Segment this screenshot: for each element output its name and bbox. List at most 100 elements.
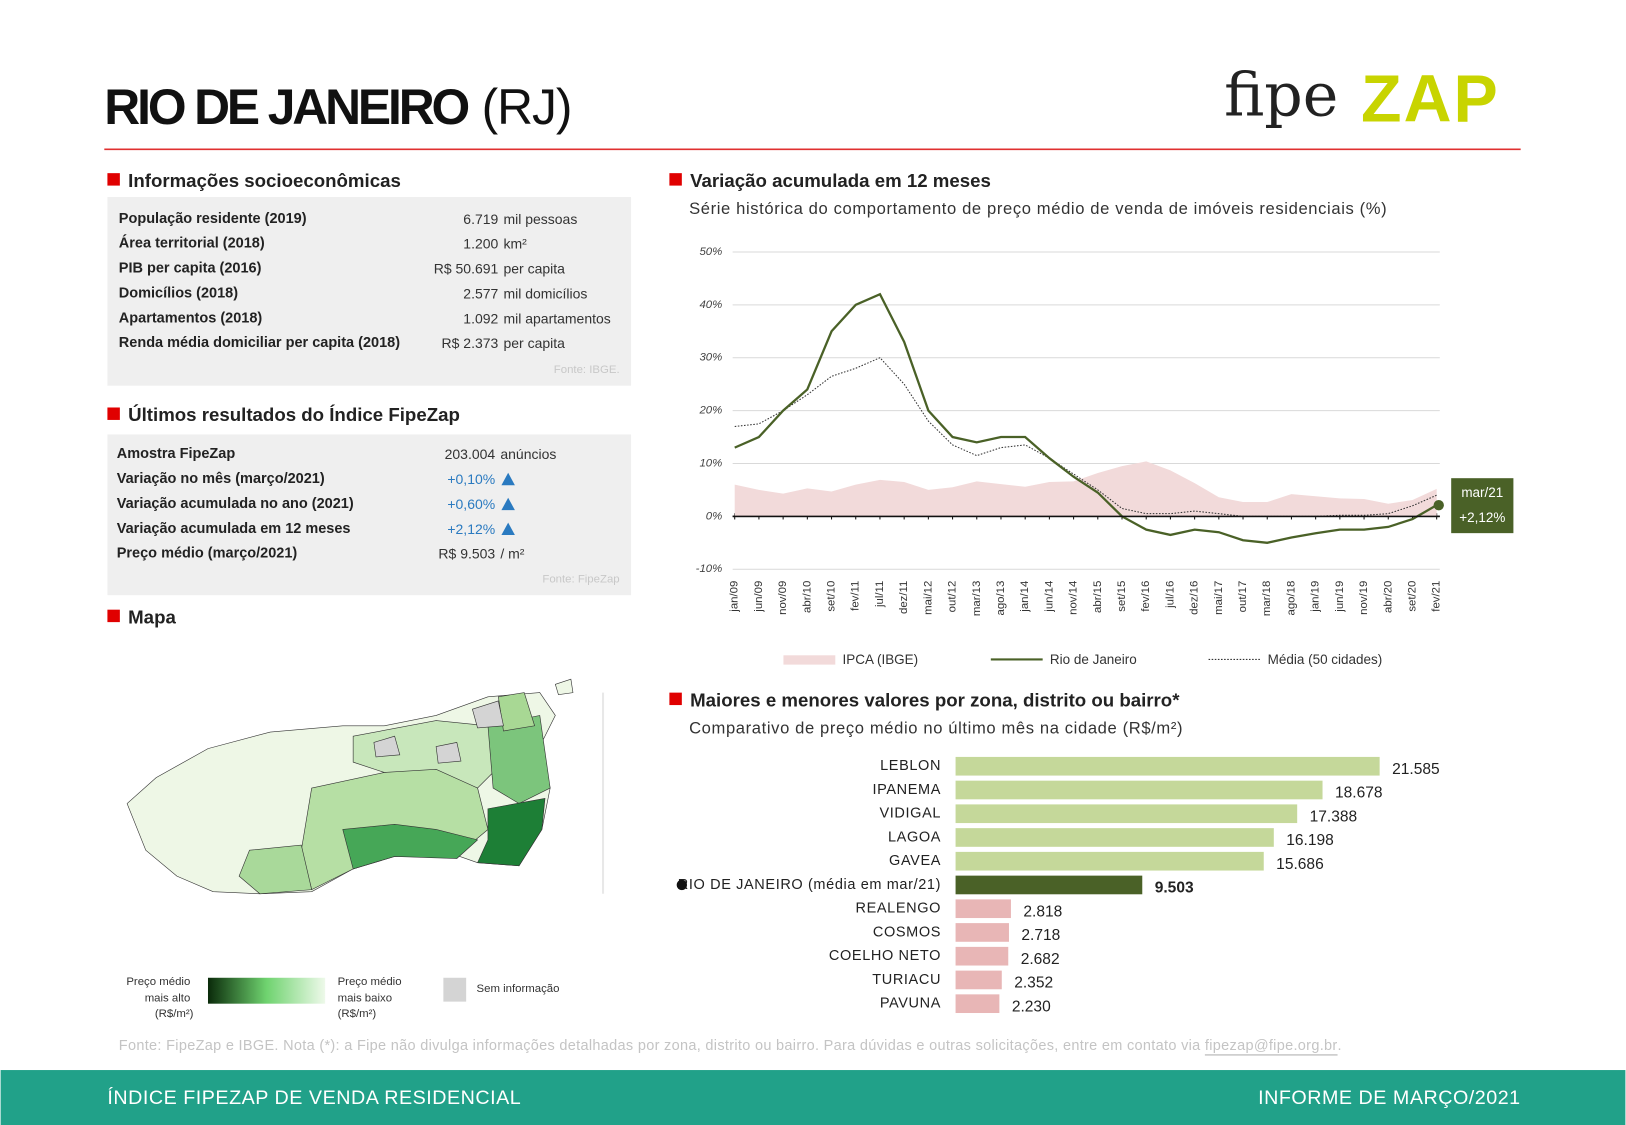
row-label: Variação acumulada em 12 meses: [117, 521, 351, 537]
row-unit: anúncios: [500, 446, 556, 462]
y-tick-label: 10%: [699, 457, 722, 469]
row-value: +2,12%: [447, 521, 495, 537]
map-region: [477, 798, 546, 867]
category-label: LEBLON: [880, 758, 941, 774]
bar: [955, 970, 1002, 990]
footer-note: Fonte: FipeZap e IBGE. Nota (*): a Fipe …: [119, 1038, 1342, 1054]
category-label: GAVEA: [889, 853, 941, 869]
bar: [955, 923, 1009, 942]
section-marker: [669, 173, 682, 186]
info-box: [107, 434, 632, 596]
y-tick-label: 20%: [698, 405, 722, 417]
bottom-right: INFORME DE MARÇO/2021: [1258, 1087, 1520, 1109]
trend-arrow: [501, 497, 515, 511]
x-tick-label: fev/21: [1431, 581, 1443, 612]
row-unit: mil domicílios: [503, 285, 587, 301]
value-label: 2.718: [1021, 927, 1060, 944]
map-gradient: [207, 977, 326, 1004]
ipca-area: [734, 461, 1437, 517]
section-heading: Mapa: [128, 606, 176, 627]
x-tick-label: jun/09: [753, 581, 765, 613]
value-label: 2.682: [1021, 951, 1060, 968]
map-legend-none: Sem informação: [477, 983, 560, 995]
bottom-bar: [0, 1070, 1626, 1125]
value-label: 15.686: [1276, 856, 1324, 873]
legend-line: mais alto: [145, 993, 191, 1005]
map-region: [342, 823, 479, 870]
city-name: RIO DE JANEIRO: [104, 79, 468, 135]
x-tick-label: jul/16: [1164, 581, 1176, 609]
bar: [955, 851, 1264, 871]
row-label: PIB per capita (2016): [119, 261, 262, 277]
category-label: LAGOA: [888, 829, 941, 845]
x-tick-label: mai/12: [922, 581, 934, 615]
x-tick-label: jan/19: [1310, 581, 1322, 613]
value-label: 9.503: [1155, 880, 1194, 897]
row-label: Apartamentos (2018): [119, 310, 263, 326]
row-label: Domicílios (2018): [119, 285, 238, 301]
note-end: .: [1338, 1038, 1342, 1054]
y-tick-label: 50%: [699, 246, 722, 258]
map-legend-high: Preço médio mais alto (R$/m²): [126, 976, 193, 1020]
x-tick-label: ago/18: [1285, 581, 1297, 616]
x-tick-label: jul/11: [874, 581, 886, 608]
bar: [955, 994, 1000, 1014]
section-marker: [669, 692, 682, 706]
chart-title: Variação acumulada em 12 meses: [690, 170, 991, 191]
x-tick-label: set/20: [1406, 581, 1418, 612]
bar: [955, 780, 1323, 800]
category-label: TURIACU: [872, 972, 941, 988]
value-label: 2.352: [1014, 975, 1053, 992]
x-tick-label: dez/11: [898, 581, 910, 614]
x-tick-label: jan/14: [1019, 581, 1031, 613]
x-tick-label: jan/09: [729, 581, 741, 613]
map: [126, 678, 574, 895]
end-point: [1433, 499, 1444, 511]
category-label: RIO DE JANEIRO (média em mar/21): [678, 877, 941, 893]
value-label: 17.388: [1310, 808, 1358, 825]
category-label: VIDIGAL: [879, 806, 941, 822]
map-region: [554, 678, 574, 696]
bar: [955, 828, 1274, 847]
row-unit: mil apartamentos: [503, 310, 610, 326]
x-tick-label: jun/19: [1334, 581, 1346, 613]
value-label: 18.678: [1335, 785, 1383, 802]
row-label: Variação acumulada no ano (2021): [117, 496, 354, 512]
row-unit: per capita: [503, 261, 565, 277]
map-region: [435, 742, 462, 764]
row-value: 1.200: [463, 236, 498, 252]
x-tick-label: mar/13: [971, 581, 983, 616]
series-line: [734, 292, 1438, 544]
note: Fonte: FipeZap e IBGE. Nota (*): a Fipe …: [119, 1038, 1205, 1054]
annotation-value: +2,12%: [1459, 510, 1505, 525]
x-tick-label: mar/18: [1261, 581, 1273, 616]
legend-label: IPCA (IBGE): [843, 652, 919, 667]
value-label: 21.585: [1392, 761, 1440, 778]
x-tick-label: dez/16: [1189, 581, 1201, 615]
y-tick-label: 40%: [699, 299, 722, 311]
logo-fipe: fipe: [1224, 60, 1338, 130]
email-link[interactable]: fipezap@fipe.org.br: [1205, 1038, 1338, 1054]
legend-swatch: [783, 655, 836, 665]
category-label: COSMOS: [873, 924, 941, 940]
legend-line: (R$/m²): [155, 1008, 194, 1020]
row-unit: km²: [503, 236, 527, 252]
section-marker: [107, 407, 120, 420]
x-tick-label: fev/11: [850, 581, 862, 611]
value-label: 16.198: [1286, 832, 1334, 849]
row-value: +0,10%: [447, 471, 495, 487]
section-heading: Informações socioeconômicas: [128, 170, 401, 191]
source: Fonte: IBGE.: [554, 364, 620, 376]
row-value: 6.719: [463, 211, 498, 227]
trend-arrow: [501, 522, 515, 536]
x-tick-label: out/12: [947, 581, 959, 613]
x-tick-label: mai/17: [1213, 581, 1225, 615]
section-marker: [107, 609, 120, 623]
row-label: Preço médio (março/2021): [117, 546, 298, 562]
row-label: Área territorial (2018): [119, 235, 265, 252]
legend-line: Preço médio: [126, 976, 190, 988]
annotation-date: mar/21: [1461, 485, 1503, 500]
trend-arrow: [501, 472, 515, 486]
highlight-dot: [676, 879, 688, 891]
legend-line: mais baixo: [338, 993, 392, 1005]
